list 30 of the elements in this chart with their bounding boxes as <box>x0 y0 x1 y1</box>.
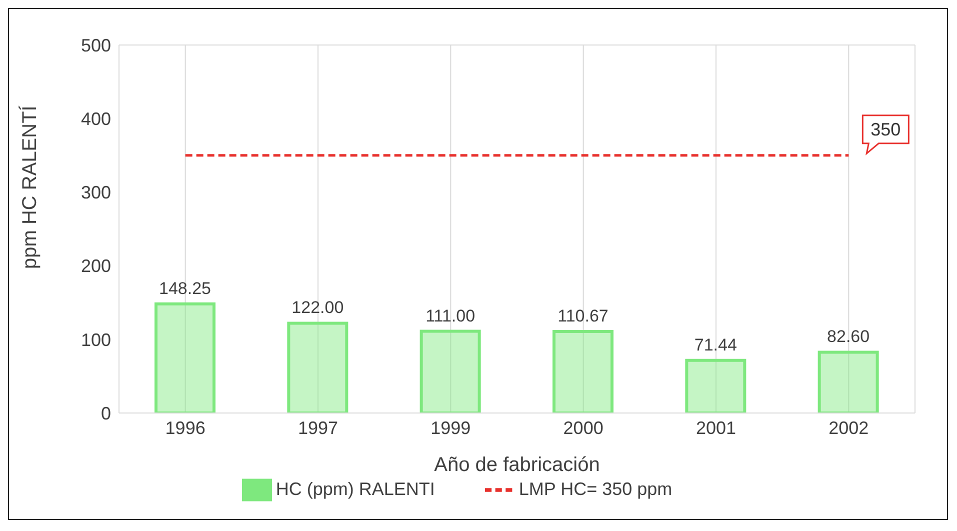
data-label: 122.00 <box>292 298 344 318</box>
legend-label: LMP HC= 350 ppm <box>518 478 672 499</box>
legend-label: HC (ppm) RALENTI <box>276 478 435 499</box>
bar <box>420 330 481 413</box>
x-axis-title: Año de fabricación <box>434 454 600 476</box>
y-tick-label: 500 <box>80 35 111 56</box>
y-tick-label: 200 <box>80 256 111 276</box>
x-tick-label: 1999 <box>430 418 471 438</box>
x-tick-label: 2002 <box>828 418 869 438</box>
data-label: 148.25 <box>159 278 211 298</box>
data-label: 110.67 <box>558 306 608 326</box>
x-tick-label: 1997 <box>298 418 338 438</box>
data-label: 111.00 <box>426 306 476 326</box>
y-tick-label: 400 <box>80 108 111 129</box>
annotation: 350 <box>870 119 901 140</box>
y-tick-label: 300 <box>80 182 111 203</box>
bar <box>154 302 216 413</box>
bar <box>287 322 348 413</box>
y-axis-title: ppm HC RALENTÍ <box>18 105 42 269</box>
callout-box: 350 <box>862 114 910 156</box>
x-tick-label: 2001 <box>696 418 736 438</box>
bar <box>552 330 614 413</box>
data-label: 71.44 <box>694 335 737 354</box>
x-tick-label: 2000 <box>563 418 604 438</box>
bar <box>818 350 879 413</box>
y-tick-label: 100 <box>80 330 111 350</box>
bar <box>685 358 746 413</box>
x-tick-label: 1996 <box>165 418 206 438</box>
data-label: 82.60 <box>827 327 870 346</box>
y-tick-label: 0 <box>100 403 111 424</box>
